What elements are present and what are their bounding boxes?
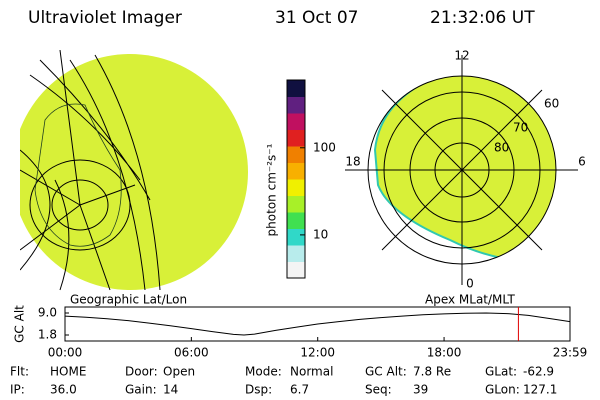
field-value: Normal <box>290 365 333 379</box>
colorbar-segment <box>287 261 305 279</box>
altitude-plot: 9.0 1.8 00:00 06:00 12:00 18:00 23:59 <box>38 306 587 360</box>
colorbar-segment <box>287 162 305 180</box>
colorbar-segment <box>287 179 305 196</box>
field-value: -62.9 <box>523 365 554 379</box>
panel-label: Apex MLat/MLT <box>425 293 515 307</box>
x-tick-label: 23:59 <box>553 346 588 360</box>
colorbar-segment <box>287 96 305 114</box>
status-footer: Flt: HOME Door: Open Mode: Normal GC Alt: 7.8 R… <box>10 365 557 397</box>
field-value: 7.8 Re <box>413 365 451 379</box>
x-tick-label: 18:00 <box>427 346 462 360</box>
colorbar-segment <box>287 80 305 97</box>
field-value: 6.7 <box>290 383 309 397</box>
y-tick-label: 9.0 <box>38 306 57 320</box>
field-label: Door: <box>125 365 158 379</box>
x-tick-label: 00:00 <box>48 346 83 360</box>
mlt-label: 0 <box>466 277 474 291</box>
time: 21:32:06 UT <box>430 8 535 28</box>
field-value: 39 <box>413 383 428 397</box>
field-label: Mode: <box>245 365 282 379</box>
polar-image <box>345 55 578 285</box>
y-axis-label: GC Alt <box>13 305 27 343</box>
field-label: GC Alt: <box>365 365 407 379</box>
colorbar-segment <box>287 245 305 262</box>
colorbar-segment <box>287 195 305 213</box>
lat-label: 70 <box>513 121 528 135</box>
colorbar-segment <box>287 146 305 163</box>
colorbar-segment <box>287 212 305 229</box>
y-tick-label: 1.8 <box>38 328 57 342</box>
colorbar-label: photon cm⁻²s⁻¹ <box>265 143 279 236</box>
field-label: Gain: <box>125 383 157 397</box>
field-label: Flt: <box>10 365 29 379</box>
mlt-label: 6 <box>578 155 586 169</box>
colorbar-segment <box>287 113 305 130</box>
x-tick-label: 06:00 <box>174 346 209 360</box>
colorbar: 10 100 <box>286 79 336 279</box>
colorbar-frame <box>286 79 306 279</box>
mlt-label: 12 <box>454 49 469 63</box>
field-value: Open <box>163 365 195 379</box>
lat-label: 60 <box>544 97 559 111</box>
colorbar-tick-label: 100 <box>313 140 336 154</box>
instrument: Ultraviolet Imager <box>28 8 182 28</box>
colorbar-segment <box>287 228 305 246</box>
date: 31 Oct 07 <box>275 8 358 28</box>
field-value: 14 <box>163 383 178 397</box>
field-label: IP: <box>10 383 25 397</box>
field-label: Dsp: <box>245 383 272 397</box>
field-value: 36.0 <box>50 383 77 397</box>
altitude-line <box>64 312 571 336</box>
mlt-label: 18 <box>345 155 360 169</box>
lat-label: 80 <box>494 141 509 155</box>
panel-label: Geographic Lat/Lon <box>70 293 187 307</box>
geographic-image <box>20 50 248 291</box>
field-value: 127.1 <box>523 383 557 397</box>
field-value: HOME <box>50 365 86 379</box>
field-label: GLat: <box>485 365 517 379</box>
colorbar-tick-label: 10 <box>313 227 328 241</box>
field-label: Seq: <box>365 383 392 397</box>
field-label: GLon: <box>485 383 520 397</box>
colorbar-segment <box>287 129 305 147</box>
x-tick-label: 12:00 <box>300 346 335 360</box>
